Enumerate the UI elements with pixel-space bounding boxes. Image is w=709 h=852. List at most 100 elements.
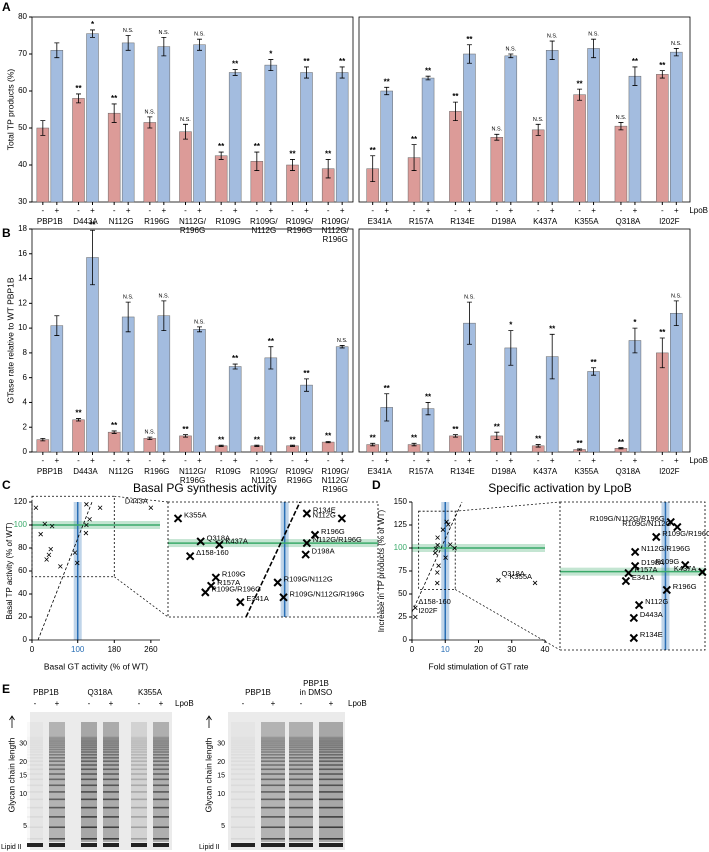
- gel-band: [231, 741, 255, 743]
- condition-label: +: [197, 456, 202, 465]
- error-bar: [183, 123, 188, 140]
- gel-band: [319, 806, 343, 809]
- sample-label: Q318A: [88, 688, 114, 697]
- plot-frame: [358, 228, 691, 453]
- y-tick-label: 25: [398, 612, 407, 621]
- significance-label: **: [659, 328, 666, 337]
- condition-label: +: [271, 699, 276, 708]
- gel-band: [319, 784, 343, 787]
- inset-point-label: E341A: [246, 594, 269, 603]
- y-tick-label: 16: [18, 249, 27, 258]
- gel-band: [49, 773, 65, 775]
- x-tick-label: R196G: [287, 226, 312, 235]
- error-bar: [54, 42, 60, 59]
- significance-label: N.S.: [533, 117, 544, 123]
- inset-point: [310, 530, 320, 540]
- significance-label: N.S.: [158, 293, 169, 299]
- condition-label: -: [454, 206, 457, 215]
- gel-band: [81, 826, 97, 829]
- condition-label: -: [291, 456, 294, 465]
- significance-label: N.S.: [547, 34, 558, 40]
- condition-label: +: [54, 456, 59, 465]
- bar: [107, 431, 121, 453]
- condition-label: -: [34, 699, 37, 708]
- x-tick-label: 260: [144, 645, 158, 654]
- x-tick-label: K355A: [575, 467, 600, 476]
- error-bar: [90, 29, 95, 38]
- sample-label: PBP1B: [33, 688, 59, 697]
- gel-band: [153, 751, 169, 753]
- gel-band: [153, 838, 169, 840]
- x-tick-label: K437A: [533, 467, 558, 476]
- gel-band: [289, 768, 313, 771]
- y-axis-label: Basal TP activity (% of WT): [5, 522, 14, 619]
- gel-band: [261, 756, 285, 759]
- significance-label: **: [466, 35, 473, 44]
- sample-label: K355A: [138, 688, 163, 697]
- gel-band: [231, 757, 255, 759]
- gel-band: [131, 738, 147, 741]
- gel-band: [153, 826, 169, 829]
- significance-label: N.S.: [337, 338, 348, 344]
- gel-band: [319, 739, 343, 742]
- y-tick-label: 50: [18, 123, 27, 132]
- bar: [143, 122, 157, 203]
- panel-label: A: [2, 0, 11, 14]
- y-tick-label: 120: [14, 497, 28, 506]
- y-tick-label: 0: [403, 635, 408, 644]
- gel-band: [289, 746, 313, 749]
- gel-smear: [289, 722, 313, 842]
- significance-label: *: [91, 20, 95, 29]
- gel-band: [103, 751, 119, 753]
- y-tick-label: 0: [23, 635, 28, 644]
- significance-label: **: [75, 84, 82, 93]
- error-bar: [632, 327, 638, 354]
- significance-label: **: [325, 432, 332, 441]
- inset-point-label: R109G/N112G: [284, 574, 333, 583]
- gel-band: [231, 768, 255, 770]
- bar: [545, 50, 559, 203]
- gel-band: [81, 744, 97, 747]
- gel-band: [27, 838, 43, 840]
- bar: [531, 129, 545, 203]
- condition-label: +: [329, 699, 334, 708]
- trend-line: [411, 501, 463, 613]
- error-bar: [325, 441, 331, 444]
- gel-band: [153, 791, 169, 793]
- gel-band: [131, 773, 147, 775]
- inset-point-label: R109G/R196G: [662, 529, 709, 538]
- condition-label: -: [661, 456, 664, 465]
- gel-band: [289, 751, 313, 753]
- plot-frame: [31, 16, 354, 203]
- gel-band: [261, 838, 285, 840]
- point: [38, 531, 43, 537]
- gel-band: [319, 741, 343, 743]
- inset-point: [630, 547, 640, 557]
- error-bar: [125, 301, 131, 333]
- condition-label: -: [88, 699, 91, 708]
- condition-label: -: [242, 699, 245, 708]
- gel-band: [131, 798, 147, 801]
- gel-band: [319, 742, 343, 745]
- condition-label: -: [291, 206, 294, 215]
- error-bar: [508, 53, 514, 59]
- point: [72, 550, 78, 555]
- inset-point-label: R109G: [222, 570, 246, 579]
- gel-band: [103, 753, 119, 756]
- bar: [300, 72, 313, 203]
- point: [83, 530, 89, 536]
- inset-point: [630, 561, 640, 571]
- x-tick-label: N112G/: [322, 226, 350, 235]
- gel-band: [231, 749, 255, 751]
- legend-title: LpoB: [689, 456, 708, 465]
- gel-band: [319, 773, 343, 775]
- gel-smear: [103, 722, 119, 842]
- error-bar: [54, 315, 60, 336]
- x-tick-label: PBP1B: [37, 217, 63, 226]
- bar: [321, 441, 335, 453]
- significance-label: **: [182, 425, 189, 434]
- gel-band: [103, 744, 119, 747]
- bar: [490, 137, 504, 203]
- gel-band: [231, 843, 255, 847]
- gel-band: [49, 784, 65, 787]
